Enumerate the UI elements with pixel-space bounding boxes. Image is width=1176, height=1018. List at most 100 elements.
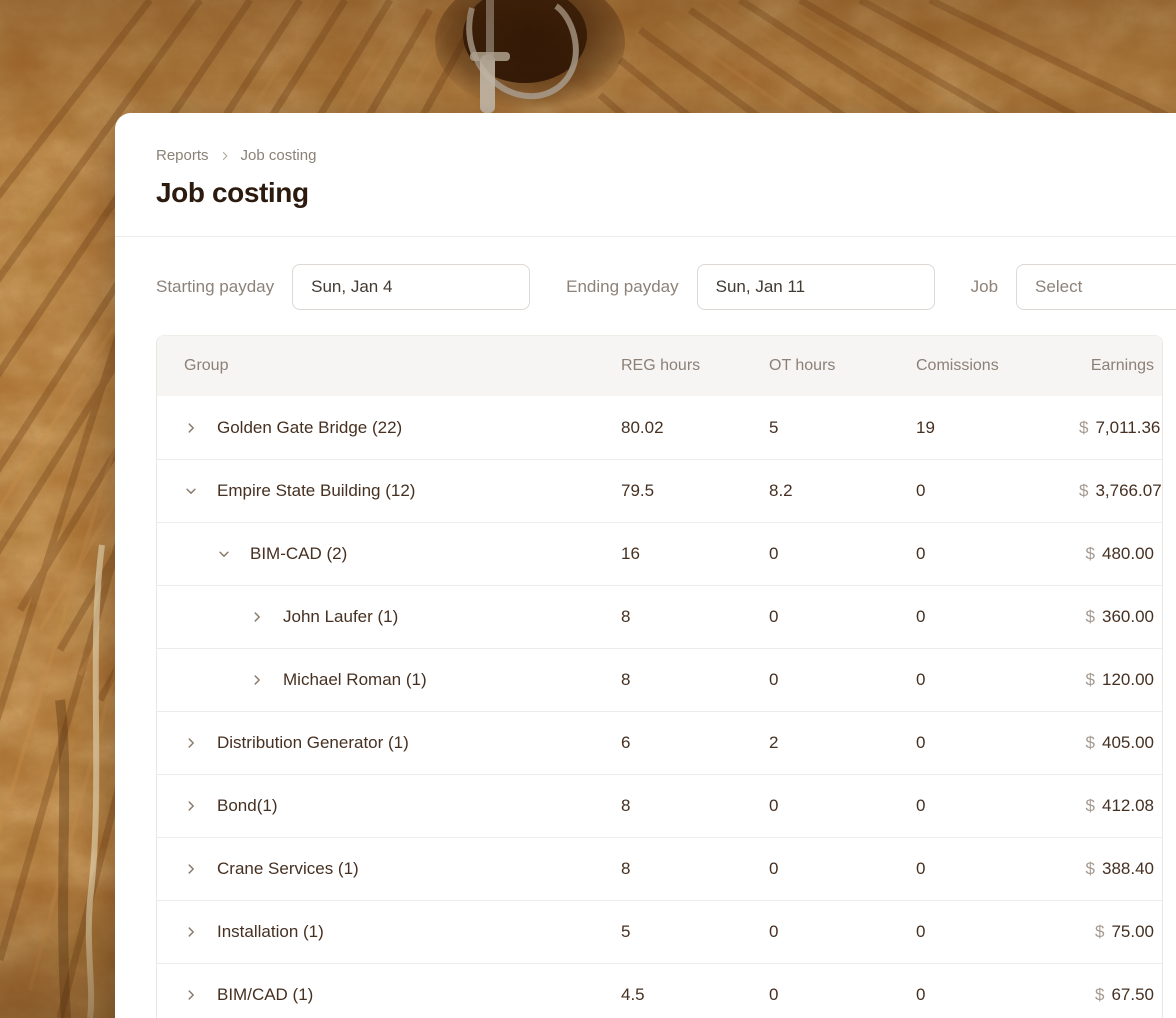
column-header-comissions: Comissions [916,357,999,374]
ot-hours-value: 0 [769,985,779,1004]
comissions-value: 0 [916,733,926,752]
ot-hours-value: 5 [769,417,779,437]
comissions-value: 0 [916,670,926,689]
group-cell: Michael Roman (1) [157,670,621,690]
earnings-value: $388.40 [1079,859,1162,879]
currency-symbol: $ [1094,985,1105,1004]
group-cell: Golden Gate Bridge (22) [157,418,621,438]
comissions-value: 0 [916,607,926,626]
earnings-amount: 3,766.07 [1095,481,1162,500]
table-row[interactable]: BIM-CAD (2) 16 0 0 $480.00 [157,522,1162,585]
earnings-value: $412.08 [1079,796,1162,816]
ot-hours-value: 0 [769,607,779,626]
currency-symbol: $ [1085,544,1095,563]
ot-hours-value: 0 [769,670,779,689]
currency-symbol: $ [1079,417,1089,437]
group-name: Crane Services (1) [217,859,359,878]
ending-payday-input[interactable] [696,264,935,310]
group-cell: Distribution Generator (1) [157,733,621,753]
table-row[interactable]: Distribution Generator (1) 6 2 0 $405.00 [157,711,1162,774]
chevron-right-icon [219,150,231,162]
earnings-amount: 67.50 [1111,985,1154,1004]
table-row[interactable]: Crane Services (1) 8 0 0 $388.40 [157,837,1162,900]
currency-symbol: $ [1094,922,1105,941]
job-label: Job [970,277,999,296]
earnings-value: $3,766.07 [1079,481,1170,501]
earnings-value: $7,011.36 [1079,418,1168,438]
starting-payday-label: Starting payday [156,277,275,296]
group-name: John Laufer (1) [283,607,399,626]
reg-hours-value: 8 [621,796,631,815]
group-cell: Installation (1) [157,922,621,942]
group-name: Empire State Building (12) [217,481,416,500]
starting-payday-input[interactable] [292,264,531,310]
earnings-amount: 412.08 [1102,796,1154,815]
currency-symbol: $ [1085,859,1095,878]
breadcrumb-item-reports[interactable]: Reports [156,147,209,164]
comissions-value: 0 [916,985,926,1004]
table-row[interactable]: Empire State Building (12) 79.5 8.2 0 $3,766… [157,459,1162,522]
table-row[interactable]: Installation (1) 5 0 0 $75.00 [157,900,1162,963]
table-row[interactable]: Bond(1) 8 0 0 $412.08 [157,774,1162,837]
reg-hours-value: 79.5 [621,481,655,500]
group-cell: Bond(1) [157,796,621,816]
table-row[interactable]: Michael Roman (1) 8 0 0 $120.00 [157,648,1162,711]
ot-hours-value: 0 [769,544,779,563]
earnings-value: $480.00 [1079,544,1162,564]
reg-hours-value: 80.02 [621,417,664,437]
column-header-ot-hours: OT hours [769,357,836,374]
group-cell: Empire State Building (12) [157,481,621,501]
chevron-right-icon[interactable] [184,988,198,1002]
breadcrumb: Reports Job costing [156,147,1175,164]
earnings-amount: 388.40 [1102,859,1154,878]
chevron-right-icon[interactable] [184,799,198,813]
earnings-amount: 405.00 [1102,733,1154,752]
group-name: BIM/CAD (1) [217,985,314,1004]
chevron-right-icon[interactable] [184,421,198,435]
reg-hours-value: 6 [621,733,631,752]
ot-hours-value: 0 [769,796,779,815]
breadcrumb-item-current: Job costing [240,147,317,164]
currency-symbol: $ [1079,481,1089,500]
earnings-value: $360.00 [1079,607,1162,627]
comissions-value: 0 [916,544,926,563]
group-cell: Crane Services (1) [157,859,621,879]
reg-hours-value: 8 [621,670,631,689]
page-title: Job costing [156,177,309,208]
card-header: Reports Job costing Job costing [115,113,1176,236]
column-header-earnings: Earnings [1090,357,1154,374]
comissions-value: 0 [916,481,926,500]
chevron-right-icon[interactable] [184,862,198,876]
chevron-right-icon[interactable] [184,925,198,939]
chevron-right-icon[interactable] [250,673,264,687]
earnings-amount: 75.00 [1111,922,1154,941]
currency-symbol: $ [1085,670,1095,689]
earnings-amount: 7,011.36 [1095,417,1161,437]
filters-bar: Starting payday Ending payday Job [115,237,1176,310]
group-name: Installation (1) [217,922,324,941]
group-name: Golden Gate Bridge (22) [217,417,403,437]
header-divider [115,236,1176,237]
reg-hours-value: 16 [621,544,640,563]
currency-symbol: $ [1085,733,1095,752]
earnings-amount: 360.00 [1102,607,1154,626]
reg-hours-value: 5 [621,922,631,941]
reg-hours-value: 8 [621,859,631,878]
table-row[interactable]: Golden Gate Bridge (22) 80.02 5 19 $7,011.36 [157,396,1162,459]
job-select[interactable] [1016,264,1176,310]
earnings-value: $405.00 [1079,733,1162,753]
chevron-down-icon[interactable] [184,484,198,498]
group-cell: BIM/CAD (1) [157,985,621,1005]
chevron-right-icon[interactable] [184,736,198,750]
chevron-right-icon[interactable] [250,610,264,624]
chevron-down-icon[interactable] [217,547,231,561]
earnings-amount: 120.00 [1102,670,1154,689]
ot-hours-value: 0 [769,922,779,941]
column-header-group: Group [184,357,229,374]
table-row[interactable]: John Laufer (1) 8 0 0 $360.00 [157,585,1162,648]
table-body: Golden Gate Bridge (22) 80.02 5 19 $7,011.36… [157,396,1162,1018]
reg-hours-value: 4.5 [621,985,645,1004]
earnings-value: $120.00 [1079,670,1162,690]
table-row[interactable]: BIM/CAD (1) 4.5 0 0 $67.50 [157,963,1162,1018]
comissions-value: 19 [916,417,935,437]
